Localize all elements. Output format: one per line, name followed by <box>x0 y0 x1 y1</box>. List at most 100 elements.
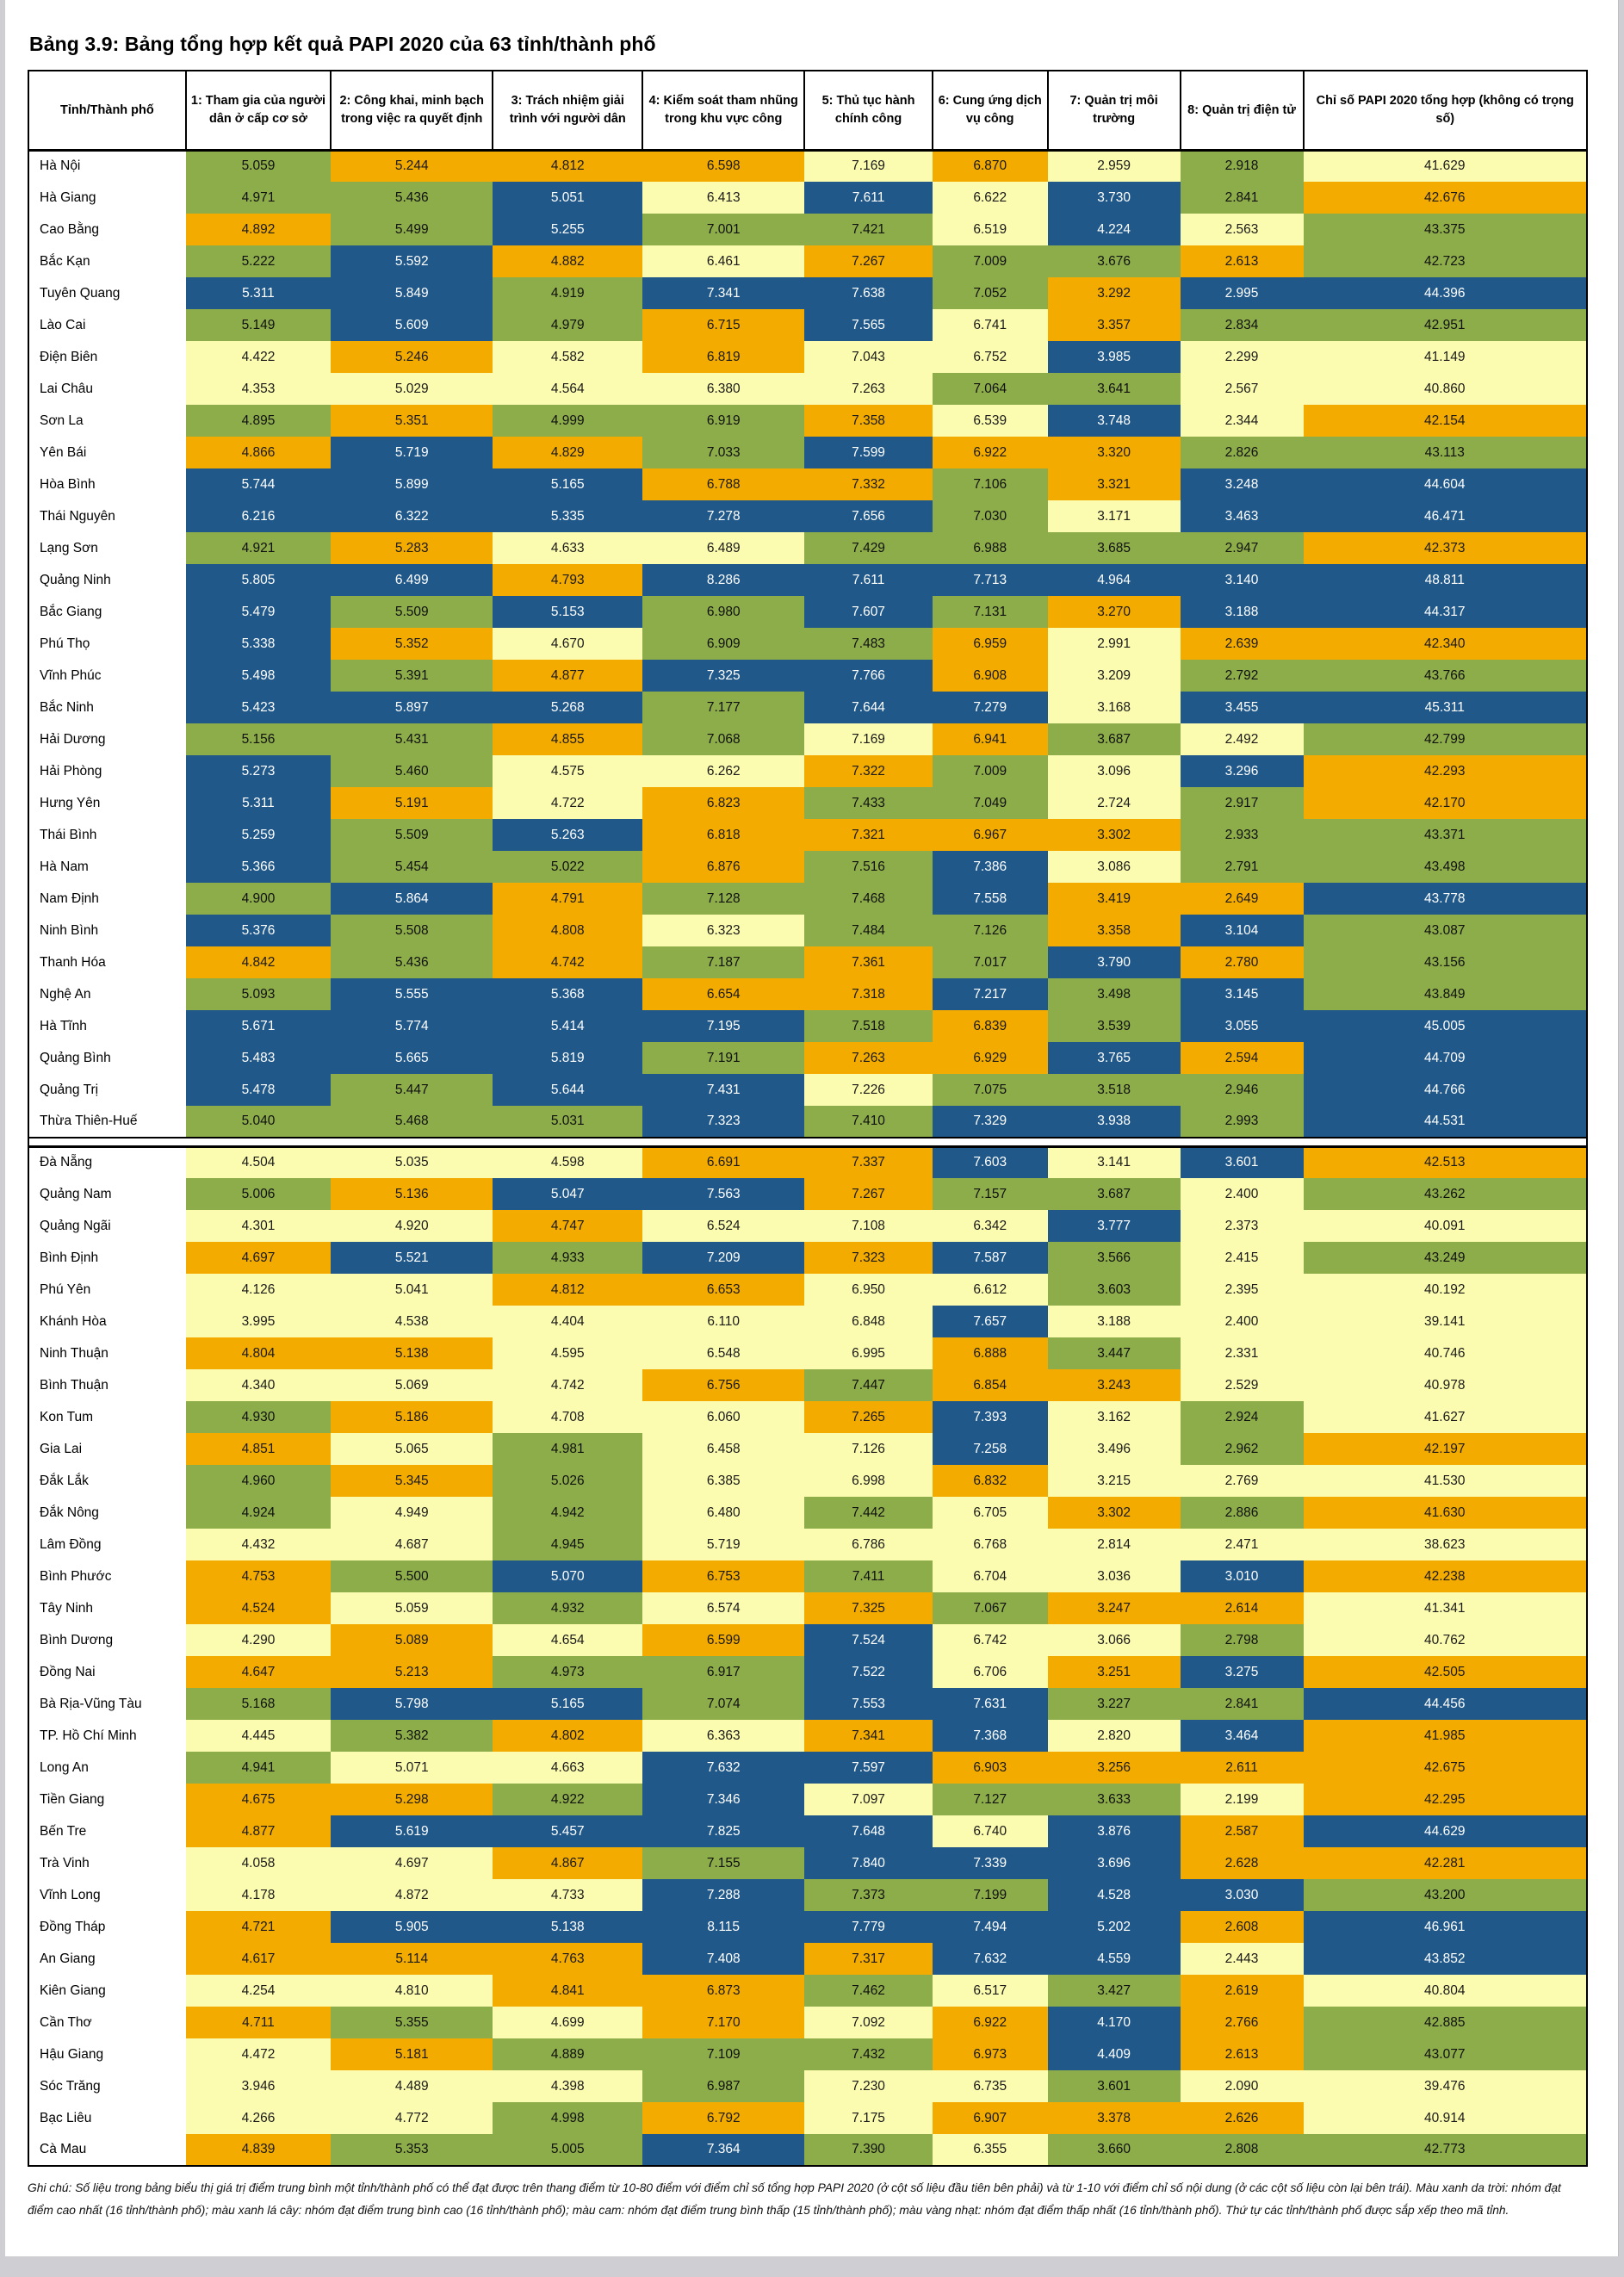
score-cell: 5.168 <box>185 1688 332 1720</box>
score-cell: 5.391 <box>331 660 493 692</box>
score-cell: 4.722 <box>493 787 643 819</box>
score-cell: 3.566 <box>1047 1242 1181 1274</box>
score-cell: 6.967 <box>932 819 1048 851</box>
score-cell: 4.892 <box>185 214 332 245</box>
score-cell: 7.267 <box>804 245 933 277</box>
score-cell: 5.899 <box>331 468 493 500</box>
score-cell: 5.483 <box>185 1042 332 1074</box>
score-cell: 3.243 <box>1047 1369 1181 1401</box>
score-cell: 3.215 <box>1047 1465 1181 1497</box>
score-cell: 6.839 <box>932 1010 1048 1042</box>
score-cell: 3.633 <box>1047 1784 1181 1815</box>
score-cell: 40.804 <box>1303 1975 1587 2007</box>
score-cell: 6.262 <box>642 755 805 787</box>
score-cell: 4.842 <box>185 946 332 978</box>
score-cell: 7.074 <box>642 1688 805 1720</box>
score-cell: 4.921 <box>185 532 332 564</box>
score-cell: 6.598 <box>642 150 805 182</box>
score-cell: 44.317 <box>1303 596 1587 628</box>
score-cell: 7.779 <box>804 1911 933 1943</box>
score-cell: 43.249 <box>1303 1242 1587 1274</box>
score-cell: 5.246 <box>331 341 493 373</box>
score-cell: 48.811 <box>1303 564 1587 596</box>
province-name: Cần Thơ <box>28 2007 186 2038</box>
table-row: Phú Thọ 5.338 5.352 4.670 6.909 7.483 6.959 2.9… <box>28 628 1587 660</box>
score-cell: 5.026 <box>493 1465 643 1497</box>
score-cell: 5.202 <box>1047 1911 1181 1943</box>
score-cell: 7.410 <box>804 1106 933 1138</box>
score-cell: 42.197 <box>1303 1433 1587 1465</box>
score-cell: 41.629 <box>1303 150 1587 182</box>
province-name: Lạng Sơn <box>28 532 186 564</box>
score-cell: 3.496 <box>1047 1433 1181 1465</box>
score-cell: 4.889 <box>493 2038 643 2070</box>
score-cell: 4.753 <box>185 1560 332 1592</box>
score-cell: 7.170 <box>642 2007 805 2038</box>
score-cell: 6.888 <box>932 1337 1048 1369</box>
score-cell: 3.777 <box>1047 1210 1181 1242</box>
score-cell: 6.987 <box>642 2070 805 2102</box>
score-cell: 5.905 <box>331 1911 493 1943</box>
score-cell: 6.110 <box>642 1306 805 1337</box>
score-cell: 5.499 <box>331 214 493 245</box>
score-cell: 6.706 <box>932 1656 1048 1688</box>
score-cell: 7.638 <box>804 277 933 309</box>
score-cell: 4.742 <box>493 946 643 978</box>
score-cell: 45.311 <box>1303 692 1587 723</box>
score-cell: 2.724 <box>1047 787 1181 819</box>
score-cell: 6.653 <box>642 1274 805 1306</box>
score-cell: 7.840 <box>804 1847 933 1879</box>
score-cell: 5.644 <box>493 1074 643 1106</box>
score-cell: 6.715 <box>642 309 805 341</box>
score-cell: 7.390 <box>804 2134 933 2166</box>
province-name: Kon Tum <box>28 1401 186 1433</box>
province-name: Bắc Ninh <box>28 692 186 723</box>
score-cell: 5.352 <box>331 628 493 660</box>
score-cell: 7.468 <box>804 883 933 915</box>
score-cell: 5.156 <box>185 723 332 755</box>
score-cell: 3.938 <box>1047 1106 1181 1138</box>
score-cell: 7.325 <box>642 660 805 692</box>
column-header-province: Tỉnh/Thành phố <box>28 70 187 152</box>
score-cell: 5.460 <box>331 755 493 787</box>
score-cell: 7.191 <box>642 1042 805 1074</box>
score-cell: 7.766 <box>804 660 933 692</box>
score-cell: 4.742 <box>493 1369 643 1401</box>
score-cell: 5.040 <box>185 1106 332 1138</box>
score-cell: 7.611 <box>804 564 933 596</box>
score-cell: 2.344 <box>1180 405 1304 437</box>
score-cell: 2.639 <box>1180 628 1304 660</box>
province-name: Bình Định <box>28 1242 186 1274</box>
score-cell: 42.885 <box>1303 2007 1587 2038</box>
score-cell: 3.096 <box>1047 755 1181 787</box>
province-name: Bình Thuận <box>28 1369 186 1401</box>
score-cell: 38.623 <box>1303 1529 1587 1560</box>
score-cell: 4.598 <box>493 1146 643 1178</box>
score-cell: 4.945 <box>493 1529 643 1560</box>
score-cell: 6.922 <box>932 437 1048 468</box>
score-cell: 42.676 <box>1303 182 1587 214</box>
score-cell: 3.603 <box>1047 1274 1181 1306</box>
score-cell: 7.126 <box>932 915 1048 946</box>
province-name: Thanh Hóa <box>28 946 186 978</box>
score-cell: 3.302 <box>1047 1497 1181 1529</box>
score-cell: 2.400 <box>1180 1306 1304 1337</box>
table-header: Tỉnh/Thành phố 1: Tham gia của người dân … <box>28 70 1589 152</box>
province-name: TP. Hồ Chí Minh <box>28 1720 186 1752</box>
score-cell: 5.509 <box>331 819 493 851</box>
score-cell: 2.947 <box>1180 532 1304 564</box>
score-cell: 6.873 <box>642 1975 805 2007</box>
score-cell: 6.786 <box>804 1529 933 1560</box>
score-cell: 5.181 <box>331 2038 493 2070</box>
score-cell: 3.251 <box>1047 1656 1181 1688</box>
score-cell: 4.919 <box>493 277 643 309</box>
province-name: Bình Phước <box>28 1560 186 1592</box>
score-cell: 5.744 <box>185 468 332 500</box>
score-cell: 3.030 <box>1180 1879 1304 1911</box>
province-name: Ninh Thuận <box>28 1337 186 1369</box>
score-cell: 6.740 <box>932 1815 1048 1847</box>
score-cell: 7.358 <box>804 405 933 437</box>
score-cell: 7.447 <box>804 1369 933 1401</box>
province-name: Bạc Liêu <box>28 2102 186 2134</box>
score-cell: 40.192 <box>1303 1274 1587 1306</box>
